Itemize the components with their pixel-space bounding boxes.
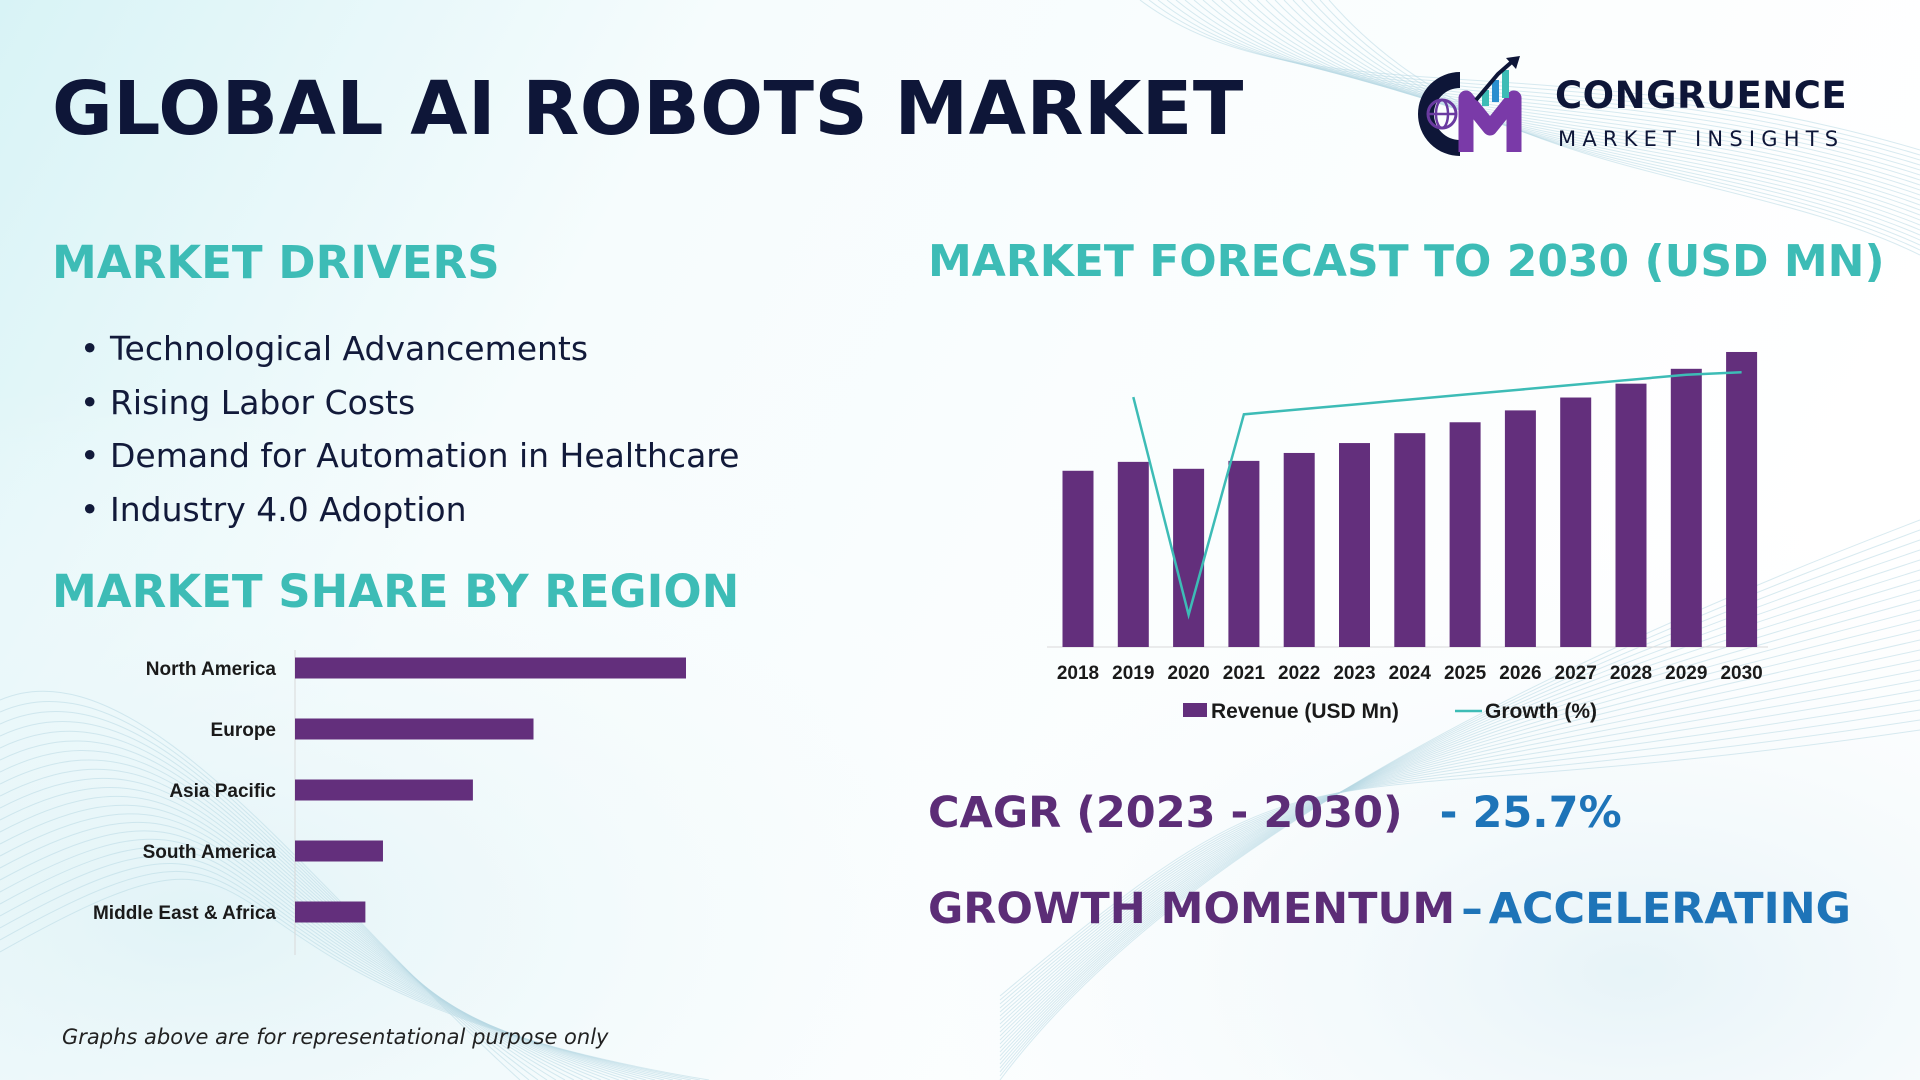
cagr-value: - 25.7% — [1439, 788, 1622, 838]
driver-item: • Technological Advancements — [80, 322, 739, 376]
momentum-stat: GROWTH MOMENTUM – ACCELERATING — [928, 884, 1851, 934]
region-tick-label: Europe — [211, 720, 276, 741]
brand-name: CONGRUENCE — [1555, 74, 1848, 117]
page-title: GLOBAL AI ROBOTS MARKET — [52, 66, 1244, 152]
forecast-tick-label: 2022 — [1278, 663, 1320, 684]
region-bar — [295, 718, 534, 740]
legend-revenue-label: Revenue (USD Mn) — [1211, 700, 1399, 723]
momentum-label: GROWTH MOMENTUM — [928, 884, 1456, 934]
revenue-bar — [1560, 397, 1592, 647]
footnote: Graphs above are for representational pu… — [62, 1025, 609, 1049]
legend-growth-label: Growth (%) — [1485, 700, 1597, 723]
momentum-value: ACCELERATING — [1488, 884, 1851, 934]
forecast-tick-label: 2021 — [1223, 663, 1266, 684]
driver-item: • Industry 4.0 Adoption — [80, 483, 739, 537]
forecast-tick-label: 2023 — [1333, 663, 1375, 684]
driver-text: Industry 4.0 Adoption — [110, 489, 467, 529]
forecast-tick-label: 2029 — [1665, 663, 1707, 684]
region-bar — [295, 779, 473, 801]
forecast-tick-label: 2024 — [1389, 663, 1432, 684]
forecast-tick-label: 2026 — [1499, 663, 1541, 684]
region-tick-label: North America — [146, 659, 277, 680]
cagr-stat: CAGR (2023 - 2030) - 25.7% — [928, 788, 1622, 838]
driver-text: Rising Labor Costs — [110, 382, 416, 422]
legend-revenue-swatch — [1183, 703, 1207, 717]
driver-item: • Rising Labor Costs — [80, 376, 739, 430]
driver-text: Technological Advancements — [110, 329, 589, 368]
revenue-bar — [1394, 433, 1426, 647]
revenue-bar — [1339, 443, 1370, 647]
revenue-bar — [1615, 383, 1647, 647]
driver-item: • Demand for Automation in Healthcare — [80, 429, 739, 483]
forecast-tick-label: 2020 — [1167, 663, 1209, 684]
region-tick-label: South America — [143, 842, 277, 863]
forecast-heading: MARKET FORECAST TO 2030 (USD MN) — [928, 236, 1885, 287]
forecast-tick-label: 2019 — [1112, 663, 1154, 684]
forecast-tick-label: 2018 — [1057, 663, 1099, 684]
forecast-tick-label: 2027 — [1555, 663, 1597, 684]
drivers-list: • Technological Advancements • Rising Labo… — [80, 322, 739, 536]
cagr-label: CAGR (2023 - 2030) — [928, 788, 1403, 838]
growth-line — [1132, 371, 1742, 620]
revenue-bar — [1117, 461, 1149, 647]
brand-tagline: MARKET INSIGHTS — [1558, 127, 1845, 151]
revenue-bar — [1504, 410, 1536, 647]
bullet-icon: • — [80, 382, 100, 422]
bullet-icon: • — [80, 489, 100, 529]
revenue-bar — [1726, 351, 1758, 647]
revenue-bar — [1173, 468, 1205, 647]
bullet-icon: • — [80, 329, 100, 368]
revenue-bar — [1449, 422, 1481, 647]
brand-logo: CONGRUENCE MARKET INSIGHTS — [1402, 54, 1872, 164]
bullet-icon: • — [80, 436, 100, 475]
revenue-bar — [1283, 452, 1315, 647]
forecast-tick-label: 2030 — [1720, 663, 1762, 684]
momentum-separator: – — [1461, 884, 1483, 934]
driver-text: Demand for Automation in Healthcare — [110, 436, 740, 475]
revenue-bar — [1670, 368, 1702, 647]
drivers-heading: MARKET DRIVERS — [52, 236, 500, 289]
region-heading: MARKET SHARE BY REGION — [52, 565, 740, 618]
logo-mark-icon — [1418, 56, 1522, 156]
revenue-bar — [1062, 470, 1094, 647]
region-bar — [295, 840, 383, 862]
forecast-tick-label: 2025 — [1444, 663, 1487, 684]
region-tick-label: Middle East & Africa — [93, 903, 276, 924]
region-bar — [295, 901, 366, 923]
region-bar — [295, 657, 686, 679]
forecast-tick-label: 2028 — [1610, 663, 1652, 684]
region-tick-label: Asia Pacific — [169, 781, 276, 802]
revenue-bar — [1228, 460, 1260, 647]
